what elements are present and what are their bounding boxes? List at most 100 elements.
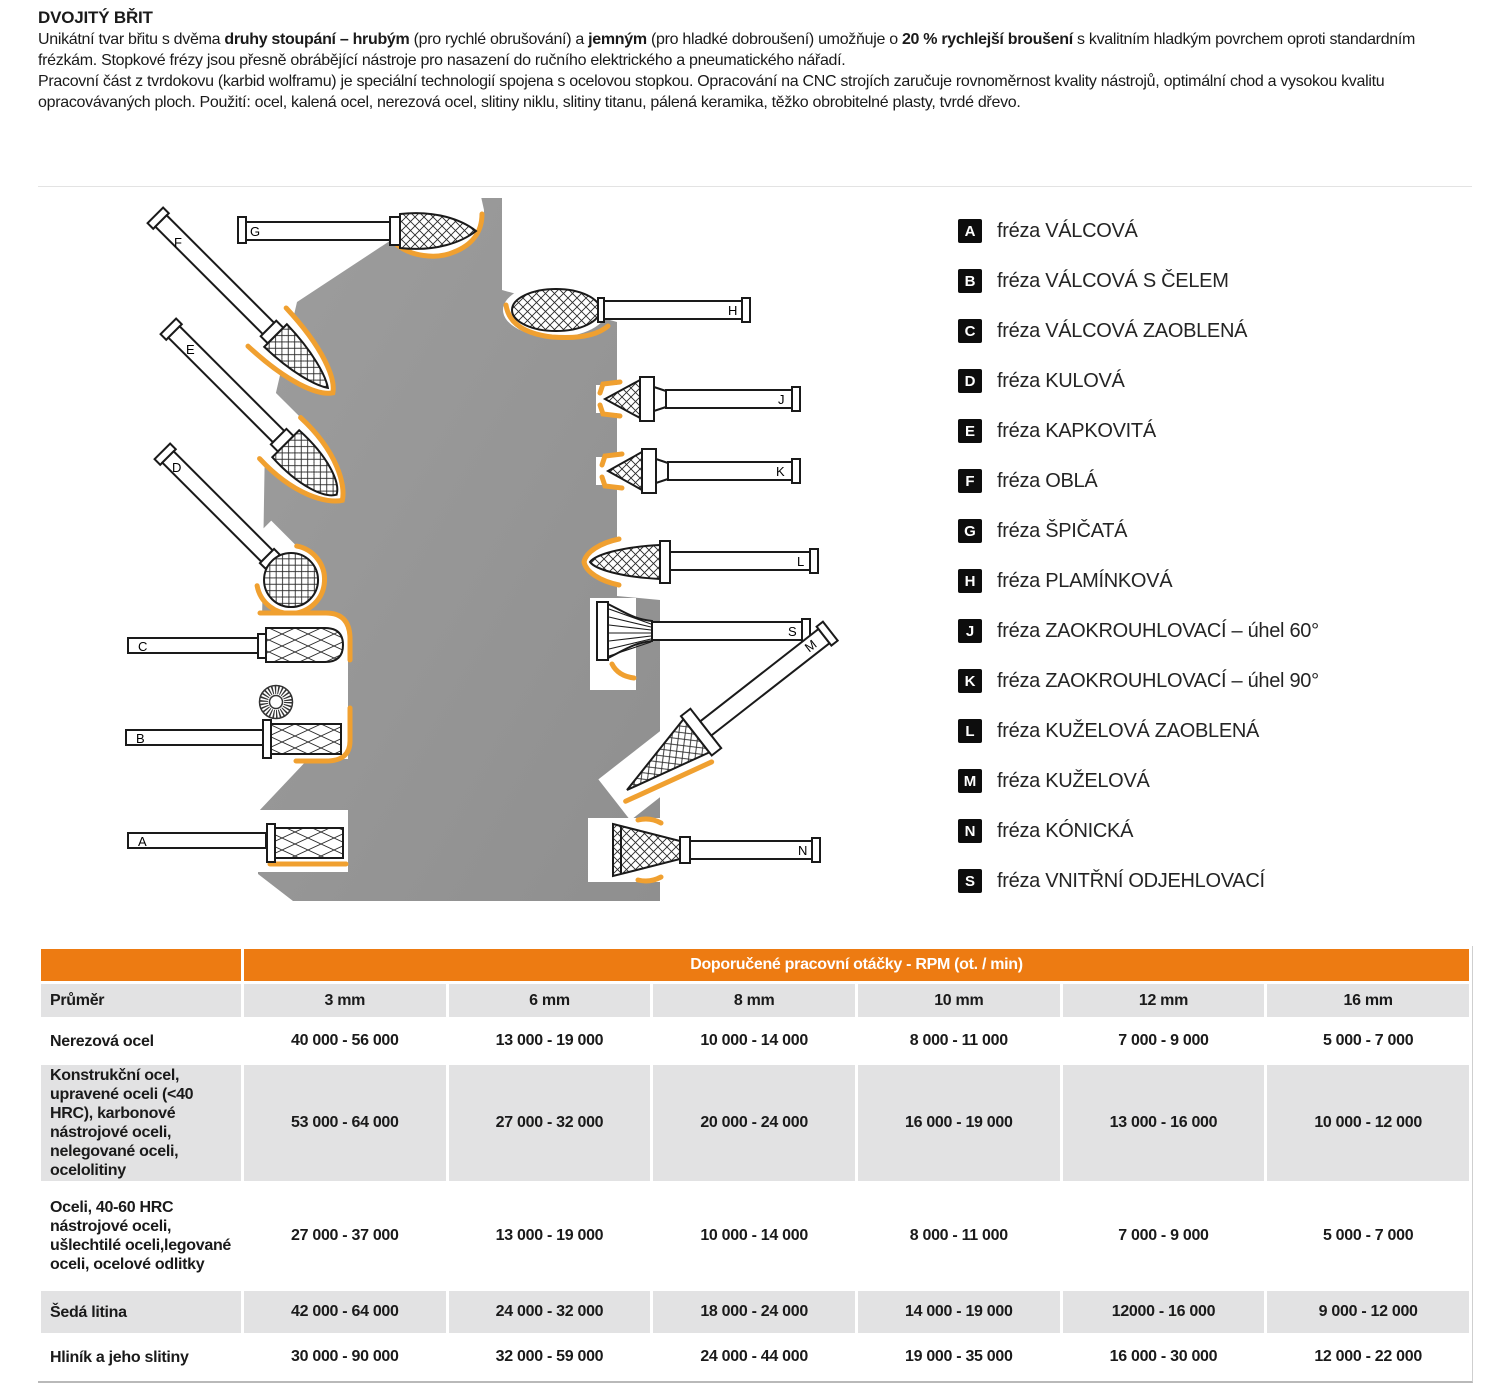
intro-paragraph-2: Pracovní část z tvrdokovu (karbid wolfra… bbox=[38, 73, 1385, 111]
legend-key-badge: J bbox=[958, 619, 982, 643]
col-header: 10 mm bbox=[857, 984, 1060, 1017]
legend-key-badge: B bbox=[958, 269, 982, 293]
tool-a: A bbox=[127, 810, 349, 872]
legend-item-label: fréza KULOVÁ bbox=[997, 369, 1125, 392]
col-header: 16 mm bbox=[1267, 984, 1469, 1017]
orange-arc-h bbox=[503, 302, 611, 340]
legend-key-badge: M bbox=[958, 769, 982, 793]
legend-key-badge: N bbox=[958, 819, 982, 843]
legend-item-label: fréza VÁLCOVÁ S ČELEM bbox=[997, 269, 1229, 292]
rpm-value: 14 000 - 19 000 bbox=[857, 1291, 1060, 1333]
table-row: Oceli, 40-60 HRC nástrojové oceli, ušlec… bbox=[41, 1184, 1469, 1288]
rpm-value: 16 000 - 19 000 bbox=[857, 1065, 1060, 1181]
orange-arc-k-top bbox=[599, 451, 625, 468]
row-label: Nerezová ocel bbox=[41, 1020, 241, 1062]
table-row: Konstrukční ocel, upravené oceli (<40 HR… bbox=[41, 1065, 1469, 1181]
orange-arc-cb-top bbox=[257, 610, 353, 663]
legend-key-badge: F bbox=[958, 469, 982, 493]
tool-letter-s: S bbox=[788, 624, 797, 639]
rpm-value: 5 000 - 7 000 bbox=[1267, 1184, 1469, 1288]
table-row: Nerezová ocel 40 000 - 56 000 13 000 - 1… bbox=[41, 1020, 1469, 1062]
tool-g: G bbox=[237, 192, 485, 259]
col-header: 12 mm bbox=[1062, 984, 1265, 1017]
legend-item-label: fréza VÁLCOVÁ ZAOBLENÁ bbox=[997, 319, 1248, 342]
page-title: DVOJITÝ BŘIT bbox=[38, 8, 153, 27]
rpm-value: 10 000 - 12 000 bbox=[1267, 1065, 1469, 1181]
legend-item-label: fréza ŠPIČATÁ bbox=[997, 519, 1128, 542]
rpm-value: 18 000 - 24 000 bbox=[653, 1291, 855, 1333]
rpm-value: 8 000 - 11 000 bbox=[857, 1184, 1060, 1288]
rpm-value: 13 000 - 16 000 bbox=[1062, 1065, 1265, 1181]
burr-end-view-icon bbox=[258, 684, 294, 720]
orange-arc-m bbox=[623, 759, 715, 804]
tool-letter-a: A bbox=[138, 834, 147, 849]
orange-arc-cb-bottom bbox=[293, 705, 353, 764]
tool-letter-f: F bbox=[174, 235, 182, 250]
orange-arc-k-bottom bbox=[599, 474, 625, 491]
orange-arc-n-bottom bbox=[635, 874, 664, 884]
intro-block: DVOJITÝ BŘIT Unikátní tvar břitu s dvěma… bbox=[38, 8, 1474, 113]
legend-key-badge: S bbox=[958, 869, 982, 893]
tool-e: E bbox=[159, 317, 346, 504]
rpm-value: 5 000 - 7 000 bbox=[1267, 1020, 1469, 1062]
tool-k: K bbox=[596, 448, 801, 494]
legend-key-badge: E bbox=[958, 419, 982, 443]
legend-key-badge: K bbox=[958, 669, 982, 693]
tool-letter-b: B bbox=[136, 731, 145, 746]
orange-arc-j-bottom bbox=[597, 402, 623, 419]
rpm-table: Doporučené pracovní otáčky - RPM (ot. / … bbox=[38, 946, 1472, 1381]
burr-diagram: G F E bbox=[100, 190, 1000, 935]
col-header: 6 mm bbox=[448, 984, 651, 1017]
table-title-spacer bbox=[41, 949, 241, 981]
tool-d: D bbox=[153, 442, 328, 617]
tool-s: S bbox=[590, 598, 811, 690]
tool-letter-e: E bbox=[186, 342, 195, 357]
row-label: Šedá litina bbox=[41, 1291, 241, 1333]
rpm-value: 7 000 - 9 000 bbox=[1062, 1184, 1265, 1288]
rpm-value: 20 000 - 24 000 bbox=[653, 1065, 855, 1181]
tool-letter-l: L bbox=[797, 554, 804, 569]
orange-arc-n-top bbox=[635, 816, 664, 826]
col-header: Průměr bbox=[41, 984, 241, 1017]
rpm-value: 27 000 - 37 000 bbox=[244, 1184, 446, 1288]
orange-arc-e bbox=[257, 415, 346, 504]
intro-paragraph-1: Unikátní tvar břitu s dvěma druhy stoupá… bbox=[38, 31, 1416, 69]
tool-h: H bbox=[503, 283, 751, 340]
rpm-value: 27 000 - 32 000 bbox=[448, 1065, 651, 1181]
rpm-value: 40 000 - 56 000 bbox=[244, 1020, 446, 1062]
rpm-value: 30 000 - 90 000 bbox=[244, 1336, 446, 1378]
workpiece-silhouette bbox=[258, 198, 660, 901]
legend-item-label: fréza VNITŘNÍ ODJEHLOVACÍ bbox=[997, 869, 1265, 892]
legend-item-label: fréza KÓNICKÁ bbox=[997, 819, 1134, 842]
legend-item-label: fréza KAPKOVITÁ bbox=[997, 419, 1156, 442]
rpm-value: 12000 - 16 000 bbox=[1062, 1291, 1265, 1333]
table-row: Šedá litina 42 000 - 64 000 24 000 - 32 … bbox=[41, 1291, 1469, 1333]
legend-key-badge: A bbox=[958, 219, 982, 243]
rpm-value: 8 000 - 11 000 bbox=[857, 1020, 1060, 1062]
legend-key-badge: L bbox=[958, 719, 982, 743]
orange-arc-l bbox=[581, 536, 622, 588]
tool-letter-j: J bbox=[778, 392, 785, 407]
tool-letter-n: N bbox=[798, 843, 807, 858]
legend-key-badge: G bbox=[958, 519, 982, 543]
tool-n: N bbox=[588, 816, 821, 884]
legend-key-badge: D bbox=[958, 369, 982, 393]
burr-diagram-svg: G F E bbox=[125, 192, 840, 901]
orange-arc-j-top bbox=[597, 379, 623, 396]
orange-arc-g bbox=[393, 211, 485, 259]
rpm-value: 9 000 - 12 000 bbox=[1267, 1291, 1469, 1333]
orange-arc-d bbox=[254, 543, 328, 617]
col-header: 3 mm bbox=[244, 984, 446, 1017]
rpm-value: 13 000 - 19 000 bbox=[448, 1184, 651, 1288]
